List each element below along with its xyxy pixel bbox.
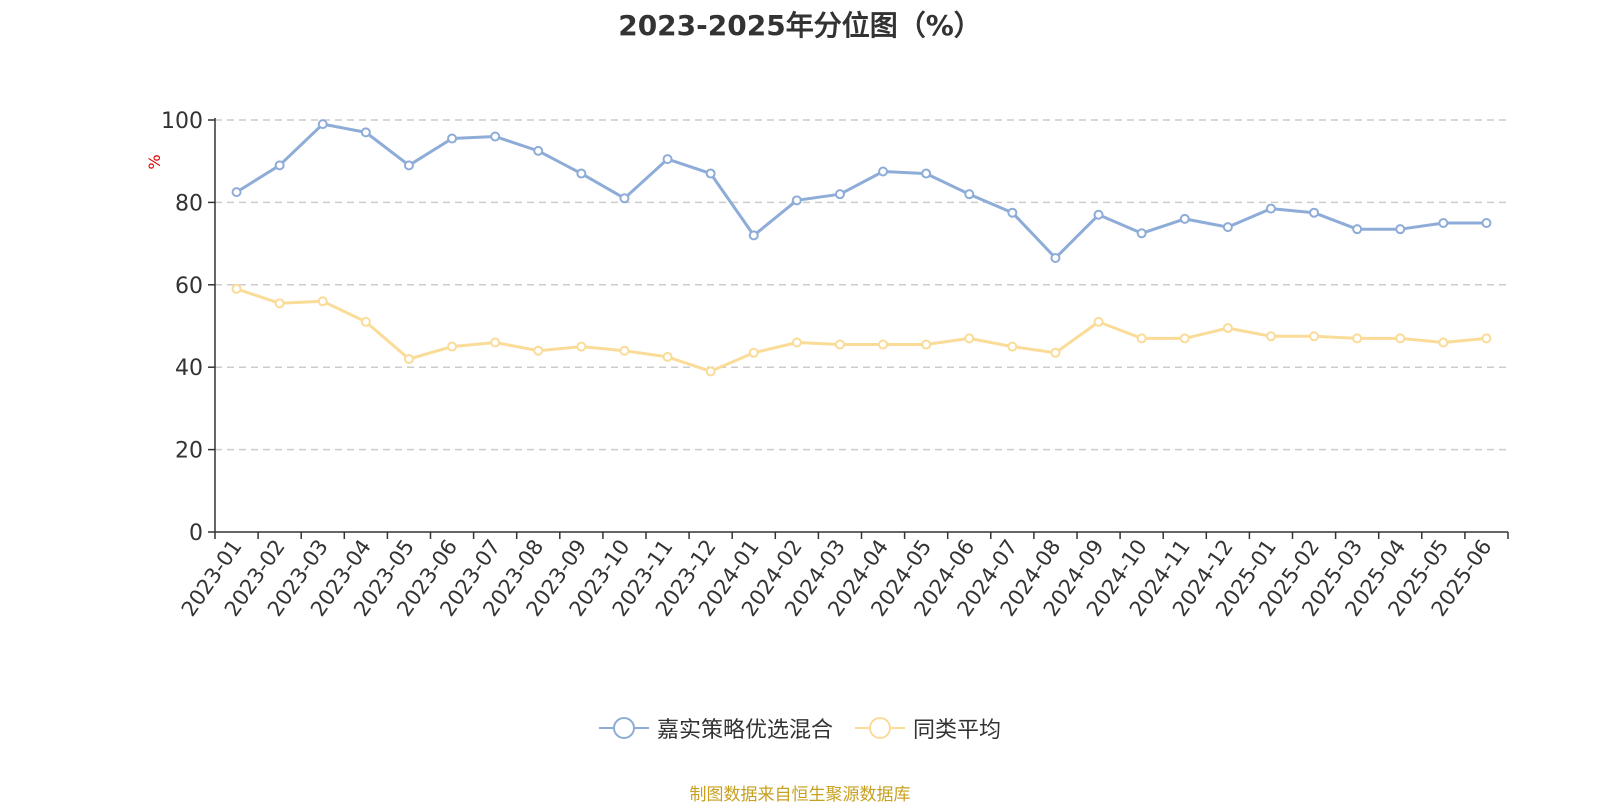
legend-label-series-2: 同类平均: [913, 718, 1002, 743]
data-point-series-1: [619, 193, 630, 204]
data-point-series-2: [317, 296, 328, 307]
data-point-series-1: [533, 145, 544, 156]
data-point-series-1: [1093, 209, 1104, 220]
y-tick-label: 60: [175, 274, 203, 299]
series-line-1: [235, 122, 1487, 260]
data-point-series-2: [403, 353, 414, 364]
data-point-series-1: [791, 195, 802, 206]
data-point-series-1: [1050, 253, 1061, 264]
data-point-series-2: [748, 347, 759, 358]
series-line-2: [236, 287, 1487, 373]
data-point-series-1: [748, 230, 759, 241]
data-point-series-2: [231, 283, 242, 294]
data-point-series-2: [1007, 341, 1018, 352]
series-lines: [231, 119, 1492, 377]
data-point-series-2: [1050, 347, 1061, 358]
data-point-series-1: [1265, 203, 1276, 214]
data-point-series-2: [1481, 333, 1492, 344]
data-point-series-1: [576, 168, 587, 179]
data-point-series-2: [576, 341, 587, 352]
data-point-series-2: [705, 366, 716, 377]
data-point-series-1: [1179, 213, 1190, 224]
data-point-series-1: [1007, 207, 1018, 218]
data-point-series-1: [1309, 207, 1320, 218]
data-point-series-2: [1438, 337, 1449, 348]
data-point-series-1: [490, 131, 501, 142]
data-point-series-1: [447, 133, 458, 144]
legend: 嘉实策略优选混合 同类平均: [0, 712, 1600, 744]
data-point-series-2: [1179, 333, 1190, 344]
data-point-series-1: [1352, 224, 1363, 235]
data-point-series-2: [1093, 316, 1104, 327]
data-point-series-2: [274, 298, 285, 309]
legend-item-series-1[interactable]: 嘉实策略优选混合: [598, 712, 833, 744]
data-point-series-1: [274, 160, 285, 171]
data-point-series-2: [1222, 323, 1233, 334]
data-point-series-1: [1222, 222, 1233, 233]
data-point-series-1: [231, 187, 242, 198]
data-point-series-2: [1352, 333, 1363, 344]
y-tick-label: 20: [175, 439, 203, 464]
data-point-series-1: [1481, 218, 1492, 228]
y-tick-label: 40: [175, 356, 203, 381]
data-point-series-1: [921, 168, 932, 179]
y-tick-label: 100: [161, 109, 203, 134]
y-axis-label: %: [145, 154, 164, 169]
data-point-series-1: [317, 119, 328, 130]
data-point-series-1: [964, 189, 975, 200]
legend-label-series-1: 嘉实策略优选混合: [656, 718, 833, 743]
y-tick-label: 80: [175, 191, 203, 216]
data-point-series-2: [834, 339, 845, 350]
chart-title: 2023-2025年分位图（%）: [618, 9, 982, 42]
legend-line-marker-blue: [598, 717, 649, 739]
legend-item-series-2[interactable]: 同类平均: [855, 712, 1001, 744]
data-point-series-1: [1395, 224, 1406, 235]
data-point-series-2: [447, 341, 458, 352]
data-point-series-2: [533, 345, 544, 356]
data-point-series-2: [360, 316, 371, 327]
data-point-series-2: [1265, 331, 1276, 342]
data-point-series-2: [964, 333, 975, 344]
source-note: 制图数据来自恒生聚源数据库: [689, 785, 911, 805]
data-point-series-2: [1395, 333, 1406, 344]
data-point-series-1: [834, 189, 845, 200]
axes: 0204060801002023-012023-022023-032023-04…: [161, 109, 1509, 621]
data-point-series-2: [619, 345, 630, 356]
legend-line-marker-yellow: [855, 717, 905, 739]
data-point-series-1: [403, 160, 414, 171]
data-point-series-2: [490, 337, 501, 348]
data-point-series-1: [662, 154, 673, 165]
data-point-series-2: [1136, 333, 1147, 344]
data-point-series-2: [662, 351, 673, 362]
data-point-series-1: [705, 168, 716, 179]
data-point-series-2: [878, 339, 889, 350]
data-point-series-1: [1136, 228, 1147, 239]
data-point-series-1: [360, 127, 371, 138]
data-point-series-2: [1309, 331, 1320, 342]
y-tick-label: 0: [189, 521, 203, 546]
data-point-series-2: [791, 337, 802, 348]
data-point-series-1: [1438, 218, 1449, 228]
data-point-series-1: [878, 166, 889, 177]
data-point-series-2: [921, 339, 932, 350]
